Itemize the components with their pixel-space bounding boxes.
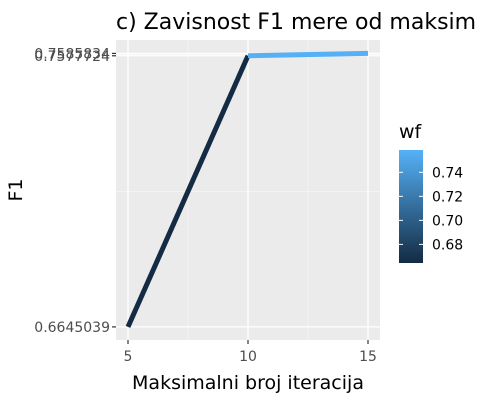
y-axis-label: F1 xyxy=(5,178,27,201)
legend-colorbar xyxy=(399,150,423,263)
chart-title: c) Zavisnost F1 mere od maksim xyxy=(116,10,476,35)
x-tick-label: 15 xyxy=(359,349,377,365)
legend: wf 0.68 0.70 0.72 0.74 xyxy=(399,121,463,263)
line-segment xyxy=(125,54,251,328)
y-tick-label: 0.7577724 xyxy=(34,49,110,65)
x-tick-label: 10 xyxy=(239,349,257,365)
y-tick-label: 0.7585834 xyxy=(34,46,110,62)
legend-ticks: 0.68 0.70 0.72 0.74 xyxy=(399,165,463,253)
x-tick-label: 5 xyxy=(124,349,133,365)
x-axis: 5 10 15 xyxy=(124,340,377,365)
y-tick-label: 0.6645039 xyxy=(34,320,110,336)
line-segment xyxy=(247,50,369,59)
legend-tick-label: 0.70 xyxy=(432,213,463,229)
legend-title: wf xyxy=(399,121,423,143)
legend-tick-label: 0.74 xyxy=(432,165,463,181)
line-series xyxy=(125,50,369,328)
legend-tick-label: 0.72 xyxy=(432,189,463,205)
legend-tick-label: 0.68 xyxy=(432,237,463,253)
x-axis-label: Maksimalni broj iteracija xyxy=(132,372,364,394)
